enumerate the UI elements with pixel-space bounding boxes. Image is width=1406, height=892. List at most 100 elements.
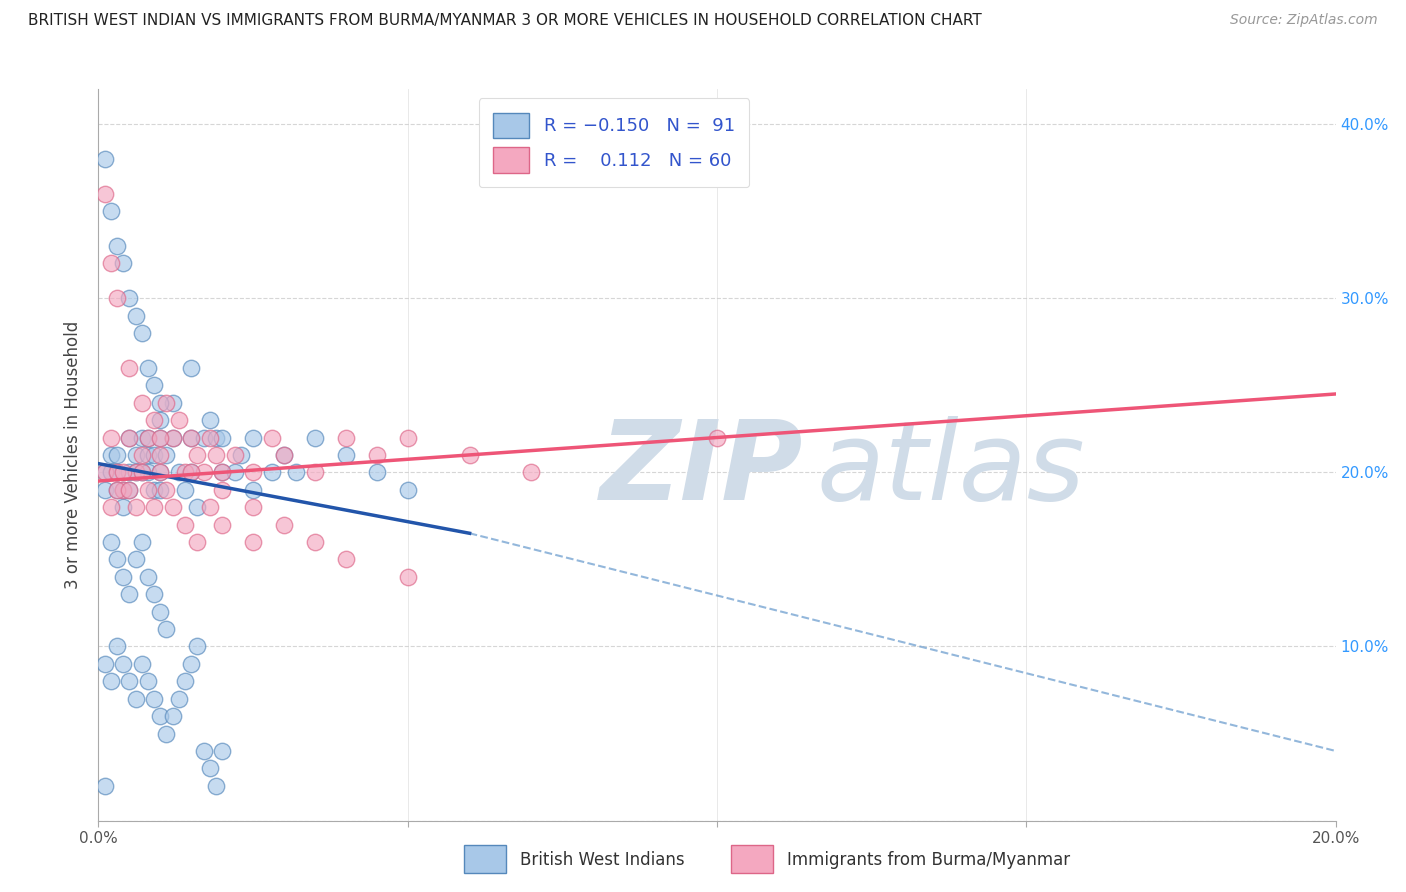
Point: [174, 674, 197, 689]
Point: [198, 500, 221, 515]
Point: [186, 640, 208, 654]
Point: [242, 466, 264, 480]
Point: [112, 256, 135, 270]
Point: [100, 256, 122, 270]
Point: [143, 448, 166, 462]
Point: [396, 483, 419, 497]
Point: [112, 570, 135, 584]
Point: [205, 430, 228, 444]
Point: [155, 726, 177, 740]
Point: [118, 430, 141, 444]
Point: [118, 483, 141, 497]
Text: atlas: atlas: [815, 416, 1084, 523]
Point: [131, 448, 153, 462]
Point: [167, 466, 190, 480]
FancyBboxPatch shape: [731, 846, 773, 873]
Point: [93, 657, 115, 671]
Point: [124, 466, 146, 480]
Point: [242, 500, 264, 515]
Text: BRITISH WEST INDIAN VS IMMIGRANTS FROM BURMA/MYANMAR 3 OR MORE VEHICLES IN HOUSE: BRITISH WEST INDIAN VS IMMIGRANTS FROM B…: [28, 13, 981, 29]
Point: [124, 500, 146, 515]
Point: [366, 448, 388, 462]
Point: [366, 466, 388, 480]
Text: Source: ZipAtlas.com: Source: ZipAtlas.com: [1230, 13, 1378, 28]
Y-axis label: 3 or more Vehicles in Household: 3 or more Vehicles in Household: [65, 321, 83, 589]
Point: [335, 430, 357, 444]
Point: [143, 483, 166, 497]
Point: [149, 466, 172, 480]
Point: [396, 430, 419, 444]
Point: [224, 466, 246, 480]
Point: [229, 448, 252, 462]
Point: [198, 413, 221, 427]
Point: [93, 186, 115, 201]
Point: [174, 517, 197, 532]
Point: [211, 466, 233, 480]
Point: [136, 360, 159, 375]
Point: [242, 430, 264, 444]
Point: [242, 483, 264, 497]
Point: [180, 466, 202, 480]
Point: [167, 691, 190, 706]
Point: [273, 448, 295, 462]
Point: [136, 448, 159, 462]
Point: [180, 430, 202, 444]
Point: [198, 430, 221, 444]
Point: [136, 570, 159, 584]
Point: [124, 552, 146, 566]
Point: [131, 430, 153, 444]
FancyBboxPatch shape: [464, 846, 506, 873]
Point: [100, 500, 122, 515]
Point: [155, 483, 177, 497]
Point: [211, 744, 233, 758]
Point: [211, 483, 233, 497]
Point: [143, 587, 166, 601]
Point: [260, 430, 283, 444]
Point: [124, 691, 146, 706]
Point: [105, 466, 128, 480]
Point: [273, 517, 295, 532]
Point: [131, 466, 153, 480]
Point: [100, 204, 122, 219]
Point: [124, 309, 146, 323]
Point: [131, 657, 153, 671]
Point: [162, 709, 184, 723]
Point: [304, 535, 326, 549]
Point: [180, 657, 202, 671]
Point: [143, 413, 166, 427]
Point: [520, 466, 543, 480]
Point: [198, 761, 221, 775]
Point: [105, 552, 128, 566]
Point: [149, 709, 172, 723]
Point: [149, 430, 172, 444]
Point: [105, 640, 128, 654]
Point: [149, 483, 172, 497]
Point: [155, 448, 177, 462]
Point: [100, 674, 122, 689]
Text: ZIP: ZIP: [600, 416, 804, 523]
Point: [167, 413, 190, 427]
Point: [136, 674, 159, 689]
Point: [93, 466, 115, 480]
Point: [118, 466, 141, 480]
Point: [335, 448, 357, 462]
Point: [93, 483, 115, 497]
Point: [149, 430, 172, 444]
Point: [136, 466, 159, 480]
Point: [149, 413, 172, 427]
Text: British West Indians: British West Indians: [520, 851, 685, 869]
Point: [93, 779, 115, 793]
Point: [105, 466, 128, 480]
Point: [180, 466, 202, 480]
Point: [100, 448, 122, 462]
Point: [186, 500, 208, 515]
Point: [136, 430, 159, 444]
Point: [396, 570, 419, 584]
Point: [706, 430, 728, 444]
Text: Immigrants from Burma/Myanmar: Immigrants from Burma/Myanmar: [787, 851, 1070, 869]
Point: [93, 152, 115, 166]
Point: [100, 466, 122, 480]
Point: [211, 466, 233, 480]
Point: [112, 483, 135, 497]
Point: [193, 430, 215, 444]
